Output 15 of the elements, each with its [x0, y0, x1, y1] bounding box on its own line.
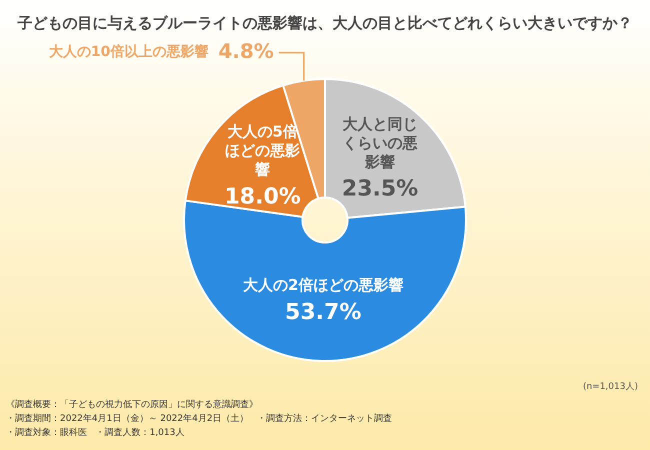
text: ・調査期間：2022年4月1日（金）～ 2022年4月2日（土）: [6, 414, 249, 424]
text: ・調査方法：インターネット調査: [257, 414, 392, 424]
data-label: 18.0%: [224, 184, 301, 210]
text: (n=1,013人): [582, 380, 638, 393]
text: ・調査対象：眼科医: [6, 428, 87, 438]
slice-label: 大人の2倍ほどの悪影響: [242, 276, 404, 294]
slice-label: 大人の10倍以上の悪影響: [48, 43, 208, 60]
slice-label: 大人と同じくらいの悪影響: [342, 114, 419, 171]
data-label: 53.7%: [285, 300, 362, 325]
slice-label: 大人の5倍ほどの悪影響: [225, 122, 300, 178]
text: ・調査人数：1,013人: [96, 428, 184, 438]
chart-title: 子どもの目に与えるブルーライトの悪影響は、大人の目と比べてどれくらい大きいですか？: [16, 13, 634, 34]
data-label: 23.5%: [342, 176, 418, 202]
data-label: 4.8%: [218, 38, 274, 63]
text: 《調査概要：「子どもの視力低下の原因」に関する意識調査》: [6, 398, 259, 412]
